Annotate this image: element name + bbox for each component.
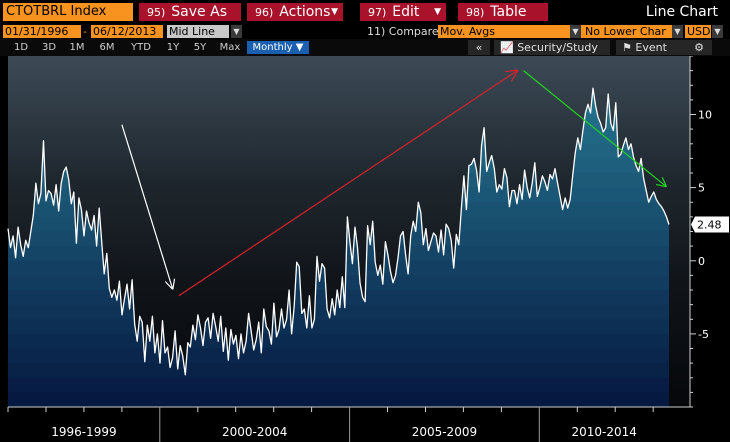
y-tick-label: 0 xyxy=(698,255,705,268)
actions-button[interactable]: 96) Actions ▼ xyxy=(247,3,343,21)
actions-label: Actions xyxy=(279,4,331,20)
gear-icon: ⚙ xyxy=(694,41,704,54)
period-max[interactable]: Max xyxy=(219,42,241,53)
chevron-down-icon: ▼ xyxy=(331,7,338,17)
event-flag-icon: ⚑ xyxy=(622,41,632,54)
period-5y[interactable]: 5Y xyxy=(193,42,207,53)
area-band xyxy=(8,363,669,379)
period-ytd[interactable]: YTD xyxy=(131,42,151,53)
y-axis: -5 0 5 10 2.48 xyxy=(689,56,729,408)
green-trend-arrow xyxy=(523,70,666,187)
security-study-label: Security/Study xyxy=(517,41,598,54)
settings-button[interactable]: ⚙ xyxy=(686,40,712,55)
chevron-down-icon[interactable]: ▼ xyxy=(672,25,683,38)
collapse-button[interactable]: « xyxy=(468,40,490,55)
actions-number: 96) xyxy=(255,6,274,19)
compare-label: 11) Compare xyxy=(367,25,439,38)
end-date-field[interactable]: 06/12/2013 xyxy=(91,25,163,38)
event-button[interactable]: ⚑ Event xyxy=(616,40,688,55)
period-3d[interactable]: 3D xyxy=(41,42,57,53)
chevron-down-icon[interactable]: ▼ xyxy=(231,25,242,38)
area-band xyxy=(8,348,669,364)
y-tick-label: 10 xyxy=(698,109,712,122)
series-group xyxy=(7,87,670,376)
save-as-button[interactable]: 95) Save As xyxy=(139,3,241,21)
chart-type-label: Line Chart xyxy=(645,4,718,20)
currency-select[interactable]: USD xyxy=(685,25,711,38)
save-as-number: 95) xyxy=(147,6,166,19)
period-1d[interactable]: 1D xyxy=(13,42,29,53)
frequency-select[interactable]: Monthly ▼ xyxy=(247,41,309,54)
save-as-label: Save As xyxy=(171,4,227,20)
area-band xyxy=(8,319,669,335)
start-date-field[interactable]: 01/31/1996 xyxy=(3,25,81,38)
last-value-label: 2.48 xyxy=(697,219,722,232)
trend-arrows xyxy=(121,70,666,297)
date-separator: - xyxy=(83,25,87,38)
x-tick-label: 2005-2009 xyxy=(412,425,477,439)
security-study-button[interactable]: 📈 Security/Study xyxy=(494,40,610,55)
chart-line-icon: 📈 xyxy=(500,41,514,54)
table-number: 98) xyxy=(466,6,485,19)
period-1m[interactable]: 1M xyxy=(69,42,85,53)
x-tick-label: 1996-1999 xyxy=(51,425,116,439)
period-6m[interactable]: 6M xyxy=(99,42,115,53)
red-trend-arrow xyxy=(178,71,517,297)
edit-number: 97) xyxy=(368,6,387,19)
series-line xyxy=(7,87,670,376)
area-band xyxy=(8,377,669,393)
function-bar: CTOTBRL Index 95) Save As 96) Actions ▼ 97… xyxy=(0,0,730,24)
area-band xyxy=(8,333,669,349)
ticker-field[interactable]: CTOTBRL Index xyxy=(3,3,133,21)
area-band xyxy=(8,304,669,320)
chevron-down-icon[interactable]: ▼ xyxy=(570,25,581,38)
period-bar: 1D 3D 1M 6M YTD 1Y 5Y Max Monthly ▼ « 📈 … xyxy=(0,39,730,56)
lower-chart-select[interactable]: No Lower Char xyxy=(583,25,671,38)
table-label: Table xyxy=(490,4,527,20)
range-bar: 01/31/1996 - 06/12/2013 Mid Line ▼ 11) C… xyxy=(0,24,730,39)
x-tick-label: 2000-2004 xyxy=(222,425,287,439)
line-mode-select[interactable]: Mid Line xyxy=(167,25,229,38)
edit-button[interactable]: 97) Edit ▼ xyxy=(360,3,446,21)
x-axis: 1996-1999 2000-2004 2005-2009 2010-2014 xyxy=(7,406,690,442)
last-value-tag xyxy=(691,216,729,233)
table-button[interactable]: 98) Table xyxy=(458,3,548,21)
period-1y[interactable]: 1Y xyxy=(166,42,180,53)
event-label: Event xyxy=(635,41,667,54)
line-chart: -5 0 5 10 2.48 1996-1999 2000-2004 2005-2009 20… xyxy=(7,56,729,442)
chevron-down-icon[interactable]: ▼ xyxy=(712,25,723,38)
white-trend-arrow xyxy=(121,124,173,289)
y-tick-label: -5 xyxy=(698,328,709,341)
x-tick-label: 2010-2014 xyxy=(571,425,636,439)
area-band xyxy=(8,392,669,407)
edit-label: Edit xyxy=(392,4,420,20)
y-tick-label: 5 xyxy=(698,182,705,195)
chevron-down-icon: ▼ xyxy=(434,7,441,17)
